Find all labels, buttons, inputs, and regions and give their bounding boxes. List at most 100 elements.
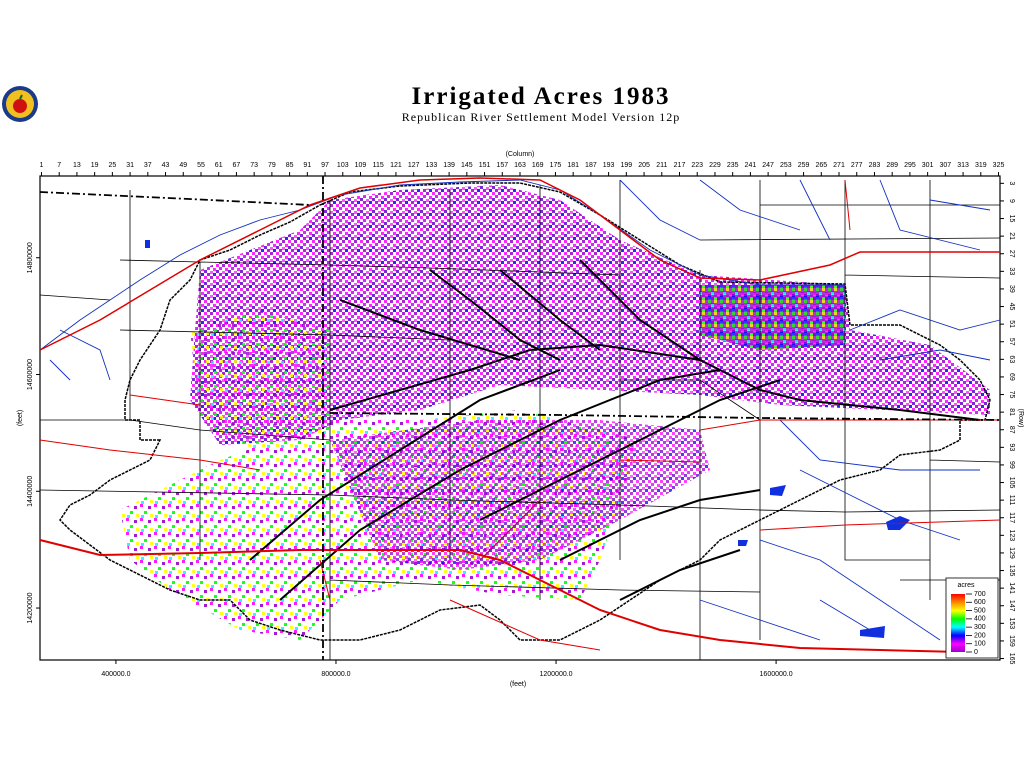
x2-tick-label: 187 [585, 162, 597, 169]
x2-tick-label: 61 [215, 162, 223, 169]
x2-tick-label: 193 [603, 162, 615, 169]
y2-tick-label: 99 [1008, 461, 1015, 469]
x2-tick-label: 307 [940, 162, 952, 169]
x2-tick-label: 145 [461, 162, 473, 169]
y2-tick-label: 39 [1008, 285, 1015, 293]
x-tick-label: 800000.0 [321, 671, 350, 678]
y2-tick-label: 93 [1008, 443, 1015, 451]
x2-tick-label: 115 [373, 162, 384, 169]
x2-tick-label: 175 [550, 162, 562, 169]
y2-tick-label: 81 [1008, 408, 1015, 416]
y2-tick-label: 51 [1008, 320, 1015, 328]
colorbar-tick-label: 200 [974, 632, 986, 639]
x2-tick-label: 139 [443, 162, 455, 169]
y-tick-label: 14200000 [27, 592, 34, 623]
x2-tick-label: 295 [904, 162, 916, 169]
x2-tick-label: 319 [975, 162, 987, 169]
x2-axis-label: (Column) [506, 151, 535, 158]
y2-tick-label: 27 [1008, 250, 1015, 258]
x2-tick-label: 181 [567, 162, 579, 169]
x2-tick-label: 229 [709, 162, 721, 169]
y2-tick-label: 33 [1008, 267, 1015, 275]
x2-tick-label: 169 [532, 162, 544, 169]
colorbar-tick-label: 700 [974, 591, 986, 598]
legend-title: acres [957, 582, 975, 589]
y2-axis-label: (Row) [1017, 409, 1024, 428]
x2-tick-label: 283 [869, 162, 881, 169]
x-tick-label: 1600000.0 [760, 671, 793, 678]
title: Irrigated Acres 1983 [412, 83, 671, 110]
colorbar-tick-label: 100 [974, 641, 986, 648]
x2-tick-label: 271 [833, 162, 845, 169]
y2-tick-label: 159 [1008, 635, 1015, 647]
y2-tick-label: 141 [1008, 582, 1015, 594]
x2-tick-label: 25 [108, 162, 116, 169]
x2-tick-label: 199 [620, 162, 632, 169]
x2-tick-label: 325 [993, 162, 1005, 169]
x2-tick-label: 97 [321, 162, 329, 169]
x2-tick-label: 7 [57, 162, 61, 169]
y2-tick-label: 9 [1008, 199, 1015, 203]
x2-tick-label: 301 [922, 162, 934, 169]
x2-tick-label: 253 [780, 162, 792, 169]
map-layers [39, 176, 1001, 660]
x2-tick-label: 127 [408, 162, 420, 169]
x2-tick-label: 223 [691, 162, 703, 169]
x2-tick-label: 1 [40, 162, 44, 169]
y2-tick-label: 123 [1008, 529, 1015, 541]
x2-tick-label: 19 [91, 162, 99, 169]
y2-tick-label: 45 [1008, 303, 1015, 311]
y2-tick-label: 69 [1008, 373, 1015, 381]
y2-tick-label: 21 [1008, 232, 1015, 240]
x2-tick-label: 217 [674, 162, 686, 169]
x2-tick-label: 43 [162, 162, 170, 169]
x2-tick-label: 205 [638, 162, 650, 169]
y-axis-label: (feet) [17, 410, 24, 426]
colorbar-tick-label: 600 [974, 599, 986, 606]
x2-tick-label: 313 [957, 162, 969, 169]
y-tick-label: 14600000 [27, 359, 34, 390]
colorbar-tick-label: 300 [974, 624, 986, 631]
x2-tick-label: 133 [426, 162, 438, 169]
state-lines [39, 176, 1001, 660]
y2-tick-label: 15 [1008, 215, 1015, 223]
x2-tick-label: 265 [815, 162, 827, 169]
x2-tick-label: 259 [798, 162, 810, 169]
x2-tick-label: 121 [390, 162, 402, 169]
irrigated-area-central [330, 420, 710, 570]
y2-tick-label: 87 [1008, 426, 1015, 434]
rivers [39, 179, 1001, 641]
x2-tick-label: 37 [144, 162, 152, 169]
x2-tick-label: 289 [886, 162, 898, 169]
x2-tick-label: 247 [762, 162, 774, 169]
y2-tick-label: 129 [1008, 547, 1015, 559]
irrigated-area-north [190, 185, 990, 445]
x2-tick-label: 67 [233, 162, 241, 169]
x2-tick-label: 13 [73, 162, 81, 169]
y2-tick-label: 63 [1008, 355, 1015, 363]
irrigated-area-west [190, 310, 330, 450]
axes: (Column) (feet) (feet) (Row) 400000.0 800… [17, 151, 1024, 688]
x2-tick-label: 31 [126, 162, 134, 169]
y-tick-label: 14400000 [27, 476, 34, 507]
model-boundary [59, 182, 991, 641]
x2-tick-label: 55 [197, 162, 205, 169]
colorbar [951, 594, 965, 652]
y2-tick-label: 3 [1008, 181, 1015, 185]
x2-tick-label: 103 [337, 162, 349, 169]
roads [39, 177, 1001, 653]
stream-channels [249, 259, 981, 601]
y2-tick-label: 75 [1008, 391, 1015, 399]
x2-tick-label: 85 [286, 162, 294, 169]
x2-tick-label: 49 [179, 162, 187, 169]
x2-tick-label: 79 [268, 162, 276, 169]
colorbar-tick-label: 500 [974, 607, 986, 614]
subtitle: Republican River Settlement Model Versio… [402, 110, 680, 124]
x2-tick-label: 163 [514, 162, 526, 169]
x-tick-label: 1200000.0 [539, 671, 572, 678]
x2-tick-label: 151 [479, 162, 491, 169]
colorbar-tick-label: 0 [974, 649, 978, 656]
